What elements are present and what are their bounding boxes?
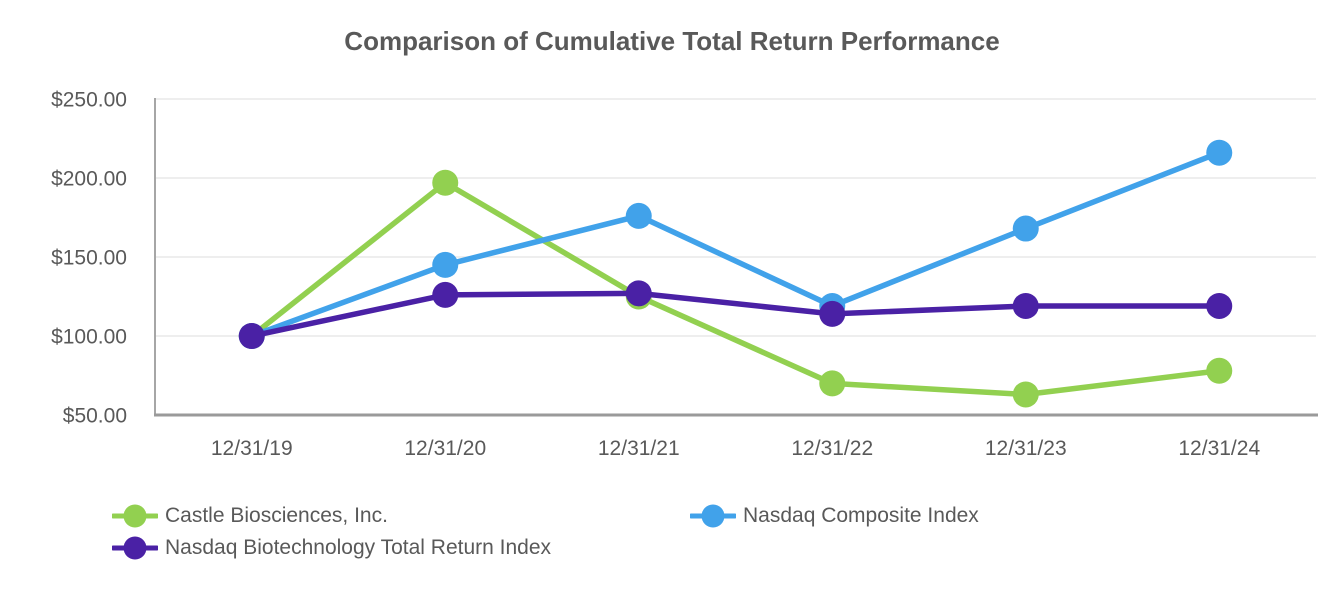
legend-item-nasdaq-composite-index: Nasdaq Composite Index — [690, 501, 979, 531]
x-axis-tick-label: 12/31/24 — [1178, 437, 1260, 460]
x-axis-tick-label: 12/31/22 — [791, 437, 873, 460]
series-point-castle-biosciences-inc — [1206, 357, 1233, 384]
legend-marker-dot — [701, 504, 725, 528]
legend-marker-nasdaq-biotechnology-total-return-index — [112, 536, 158, 560]
legend-marker-nasdaq-composite-index — [690, 504, 736, 528]
x-axis-tick-label: 12/31/19 — [211, 437, 293, 460]
x-axis-tick-label: 12/31/20 — [404, 437, 486, 460]
legend-label: Nasdaq Composite Index — [743, 504, 979, 527]
series-line-castle-biosciences-inc — [249, 179, 1222, 398]
series-point-castle-biosciences-inc — [432, 169, 459, 196]
y-axis-tick-label: $150.00 — [51, 247, 127, 270]
legend-marker-castle-biosciences-inc — [112, 504, 158, 528]
legend-label: Castle Biosciences, Inc. — [165, 504, 388, 527]
series-point-nasdaq-composite-index — [432, 251, 459, 278]
chart-title: Comparison of Cumulative Total Return Pe… — [344, 26, 1000, 56]
series-point-nasdaq-biotechnology-total-return-index — [625, 280, 652, 307]
legend-label: Nasdaq Biotechnology Total Return Index — [165, 536, 552, 559]
legend-marker-dot — [123, 504, 147, 528]
series-point-castle-biosciences-inc — [819, 370, 846, 397]
series-point-castle-biosciences-inc — [1012, 381, 1039, 408]
series-line-nasdaq-composite-index — [249, 149, 1222, 339]
legend-marker-dot — [123, 536, 147, 560]
series-point-nasdaq-biotechnology-total-return-index — [819, 300, 846, 327]
series-line-nasdaq-biotechnology-total-return-index — [249, 290, 1222, 339]
series-point-nasdaq-biotechnology-total-return-index — [432, 281, 459, 308]
y-axis-tick-label: $50.00 — [63, 405, 127, 428]
legend-item-nasdaq-biotechnology-total-return-index: Nasdaq Biotechnology Total Return Index — [112, 533, 690, 563]
x-axis-tick-label: 12/31/23 — [985, 437, 1067, 460]
y-axis-tick-label: $100.00 — [51, 326, 127, 349]
series-point-nasdaq-composite-index — [1012, 215, 1039, 242]
legend-item-castle-biosciences-inc: Castle Biosciences, Inc. — [112, 501, 690, 531]
x-axis-tick-label: 12/31/21 — [598, 437, 680, 460]
series-point-nasdaq-biotechnology-total-return-index — [1012, 292, 1039, 319]
series-point-nasdaq-biotechnology-total-return-index — [1206, 292, 1233, 319]
y-axis-tick-label: $200.00 — [51, 168, 127, 191]
series-point-nasdaq-composite-index — [625, 202, 652, 229]
series-point-nasdaq-composite-index — [1206, 139, 1233, 166]
chart-legend: Castle Biosciences, Inc. Nasdaq Composite… — [112, 501, 979, 563]
series-point-nasdaq-biotechnology-total-return-index — [238, 323, 265, 349]
y-axis-tick-label: $250.00 — [51, 89, 127, 112]
